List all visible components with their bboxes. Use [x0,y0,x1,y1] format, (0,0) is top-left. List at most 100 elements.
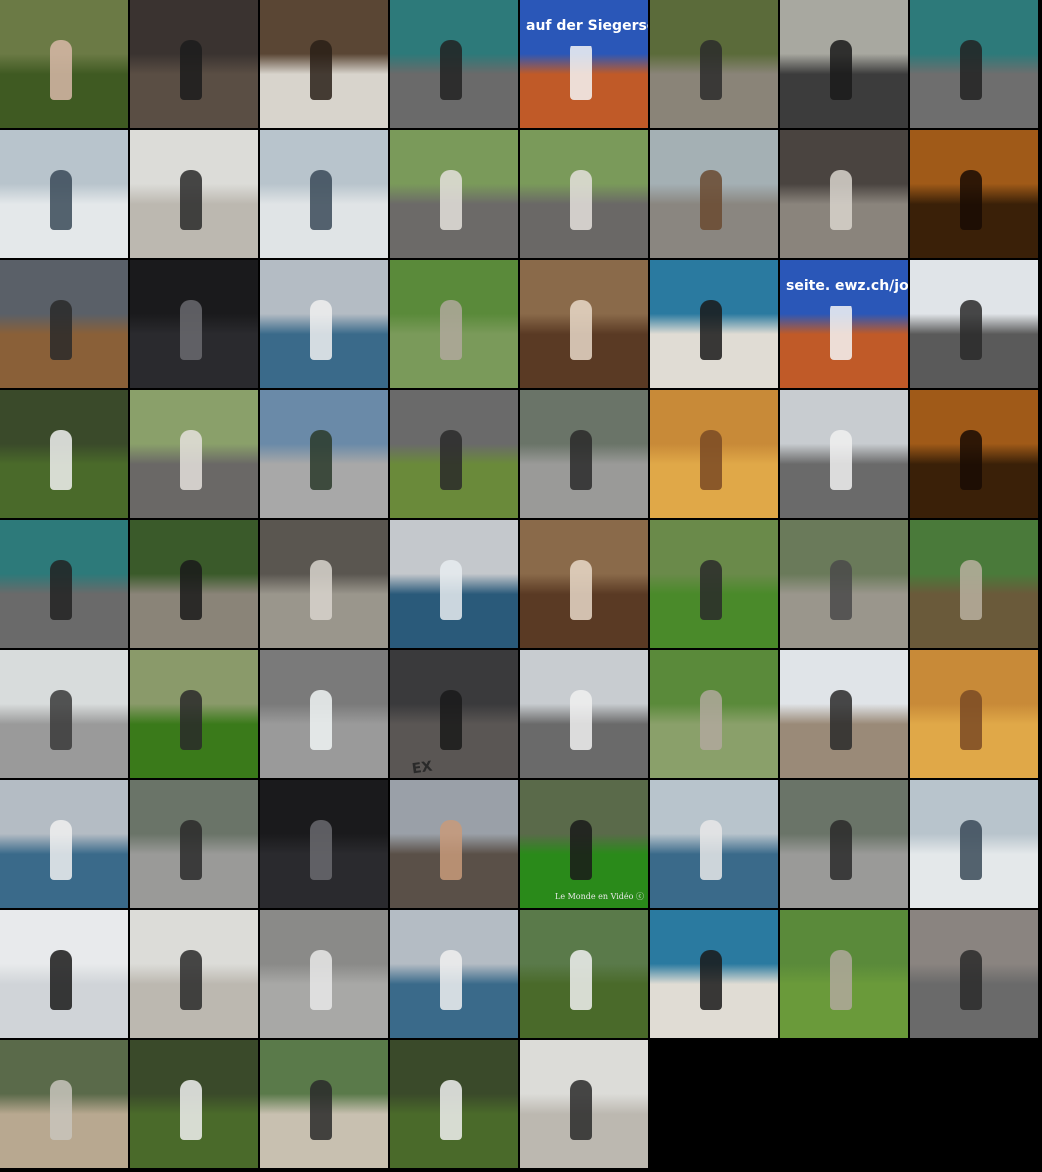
thumb-city-bus-aerial [260,650,388,778]
thumb-subject [830,300,852,360]
thumb-skate-bowl-shore [130,130,258,258]
thumb-subject [570,1080,592,1140]
thumb-dark-hall-car [130,260,258,388]
thumb-shop-interior-people [130,0,258,128]
thumb-subject [440,820,462,880]
thumb-subject [960,300,982,360]
thumb-subject [440,300,462,360]
thumb-subject [830,170,852,230]
thumb-street-crossing-kids [780,390,908,518]
thumb-subject [960,950,982,1010]
thumb-crosswalk-children [520,650,648,778]
thumb-subject [310,950,332,1010]
thumb-elephant-zoo [0,1040,128,1168]
thumb-subject [180,170,202,230]
thumb-subject [830,40,852,100]
video-watermark: Le Monde en Vidéo ⓒ [555,892,644,901]
thumb-store-aisle-people: EX [390,650,518,778]
thumb-kitesurfer-shore [650,910,778,1038]
thumb-grass-slope-bird [130,650,258,778]
thumb-tennis-banner-ewz: seite. ewz.ch/jobs [780,260,908,388]
thumb-subject [570,560,592,620]
thumb-subject [700,430,722,490]
thumb-model-railway-tinyplanet [780,520,908,648]
thumb-park-walker-trees [780,910,908,1038]
thumb-hiker-forest-trail [130,520,258,648]
thumb-subject [180,40,202,100]
thumb-inline-skater-hockey [390,0,518,128]
thumb-subject [440,950,462,1010]
thumb-subject [180,950,202,1010]
thumb-dog-and-geese-lawn: Le Monde en Vidéo ⓒ [520,780,648,908]
thumb-stroller-sidewalk [780,780,908,908]
thumb-subject [310,1080,332,1140]
thumb-subject [50,430,72,490]
thumb-surfer-spray [260,130,388,258]
thumb-water-ripples-figure [260,520,388,648]
thumb-subject [570,300,592,360]
thumb-stroller-storefront [520,390,648,518]
thumb-football-fence-grass [390,1040,518,1168]
thumb-girl-swinging [520,130,648,258]
thumb-subject [440,1080,462,1140]
thumb-subject [700,560,722,620]
thumb-subject [440,560,462,620]
thumb-scooter-rider-street [910,910,1038,1038]
thumb-playground-wooden-train [650,130,778,258]
thumb-motocross-closeup [0,260,128,388]
banner-caption: auf der Siegerseite. ewz.ch/jobs [520,6,648,46]
thumb-dark-tunnel-hall [260,780,388,908]
thumb-rally-car-stands [0,650,128,778]
thumb-surfer-wave [0,130,128,258]
thumb-subject [830,560,852,620]
thumb-subject [700,820,722,880]
thumb-subject [50,1080,72,1140]
thumb-surfer-falling [910,780,1038,908]
thumb-subject [700,40,722,100]
thumb-subject [440,430,462,490]
thumb-subject [440,170,462,230]
thumb-subject [570,690,592,750]
thumb-subject [830,820,852,880]
thumb-subject [310,560,332,620]
thumb-inline-skater-rink [910,0,1038,128]
thumb-skater-boardwalk [910,260,1038,388]
thumb-subject [960,40,982,100]
thumb-sea-horizon-haze [390,520,518,648]
thumb-subject [830,690,852,750]
thumb-skate-bowl-empty [130,910,258,1038]
thumb-subject [50,690,72,750]
thumb-vintage-car-crowd [780,0,908,128]
thumb-subject [50,300,72,360]
thumb-park-bench-walker [650,650,778,778]
thumb-poles-park-closeup [520,910,648,1038]
thumb-subject [310,430,332,490]
thumb-football-in-net [130,1040,258,1168]
thumb-motocross-jump [390,390,518,518]
thumb-subject [180,690,202,750]
thumb-subject [50,170,72,230]
thumb-girl-on-swing [390,130,518,258]
thumb-woman-stroller-store [130,780,258,908]
thumb-subject [180,430,202,490]
thumb-subject [960,170,982,230]
thumb-football-fence [0,390,128,518]
thumb-selfie-ride-mask [520,520,648,648]
thumb-subject [570,170,592,230]
thumb-windsurfer-bay [390,910,518,1038]
thumb-kitesurfer-beach [650,260,778,388]
thumb-hands-orange-glow [910,650,1038,778]
thumb-subject [700,690,722,750]
thumb-cyclist-on-path [650,0,778,128]
thumb-subject [570,950,592,1010]
thumb-subject [180,1080,202,1140]
thumb-windsurfer-sea [260,260,388,388]
thumb-subject [440,40,462,100]
thumb-subject [570,820,592,880]
thumb-subject [830,950,852,1010]
thumb-subject [50,560,72,620]
thumb-tennis-player-banner: auf der Siegerseite. ewz.ch/jobs [520,0,648,128]
thumb-subject [310,40,332,100]
thumb-subject [700,300,722,360]
thumb-subject [310,300,332,360]
